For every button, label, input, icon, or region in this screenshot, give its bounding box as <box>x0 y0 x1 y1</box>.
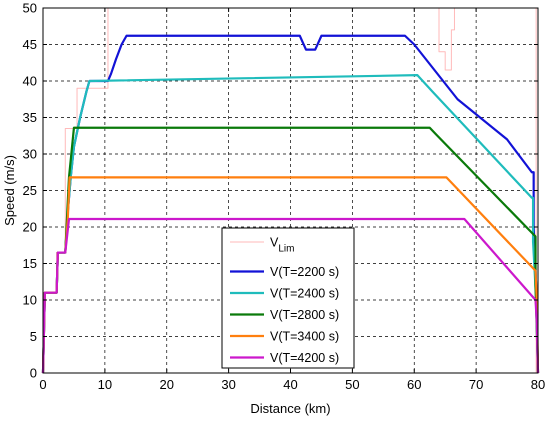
y-tick-label: 40 <box>23 74 37 89</box>
x-tick-label: 40 <box>283 377 297 392</box>
y-axis-label: Speed (m/s) <box>2 155 17 226</box>
legend-label-1: V(T=2200 s) <box>270 265 339 279</box>
legend-label-subscript: Lim <box>278 244 294 255</box>
series-line-5 <box>41 217 540 374</box>
legend-label-text: V <box>270 236 279 250</box>
series-line-0 <box>43 7 537 373</box>
y-tick-label: 0 <box>30 366 37 381</box>
y-tick-label: 50 <box>23 1 37 16</box>
y-tick-label: 45 <box>23 37 37 52</box>
legend-box <box>221 227 355 369</box>
y-tick-label: 5 <box>30 329 37 344</box>
legend-label-5: V(T=4200 s) <box>270 351 339 365</box>
x-axis-label: Distance (km) <box>250 401 330 416</box>
x-tick-label: 80 <box>531 377 545 392</box>
y-tick-label: 10 <box>23 293 37 308</box>
legend-label-3: V(T=2800 s) <box>270 308 339 322</box>
legend-label-text: V(T=2200 s) <box>270 265 339 279</box>
x-tick-label: 50 <box>345 377 359 392</box>
y-tick-label: 15 <box>23 256 37 271</box>
legend-label-2: V(T=2400 s) <box>270 287 339 301</box>
tick-labels: 0 10 20 30 40 50 60 70 80 0 5 10 15 20 25 30 35 40 45 50 <box>23 1 546 393</box>
x-tick-label: 0 <box>39 377 46 392</box>
series-layer <box>41 7 540 374</box>
x-tick-label: 30 <box>221 377 235 392</box>
y-tick-label: 30 <box>23 147 37 162</box>
legend-label-text: V(T=2800 s) <box>270 308 339 322</box>
plot-area <box>41 7 540 374</box>
legend-label-text: V(T=2400 s) <box>270 287 339 301</box>
legend-label-4: V(T=3400 s) <box>270 330 339 344</box>
y-tick-label: 35 <box>23 110 37 125</box>
legend-label-text: V(T=4200 s) <box>270 351 339 365</box>
legend-label-0: VLim <box>270 236 294 255</box>
x-tick-label: 10 <box>98 377 112 392</box>
x-tick-label: 70 <box>469 377 483 392</box>
y-tick-label: 20 <box>23 220 37 235</box>
x-tick-label: 60 <box>407 377 421 392</box>
axis-ticks <box>42 7 539 374</box>
legend-label-text: V(T=3400 s) <box>270 330 339 344</box>
x-tick-label: 20 <box>160 377 174 392</box>
legend: VLim V(T=2200 s) V(T=2400 s) V(T=2800 s) V(T… <box>221 227 355 369</box>
y-tick-label: 25 <box>23 183 37 198</box>
